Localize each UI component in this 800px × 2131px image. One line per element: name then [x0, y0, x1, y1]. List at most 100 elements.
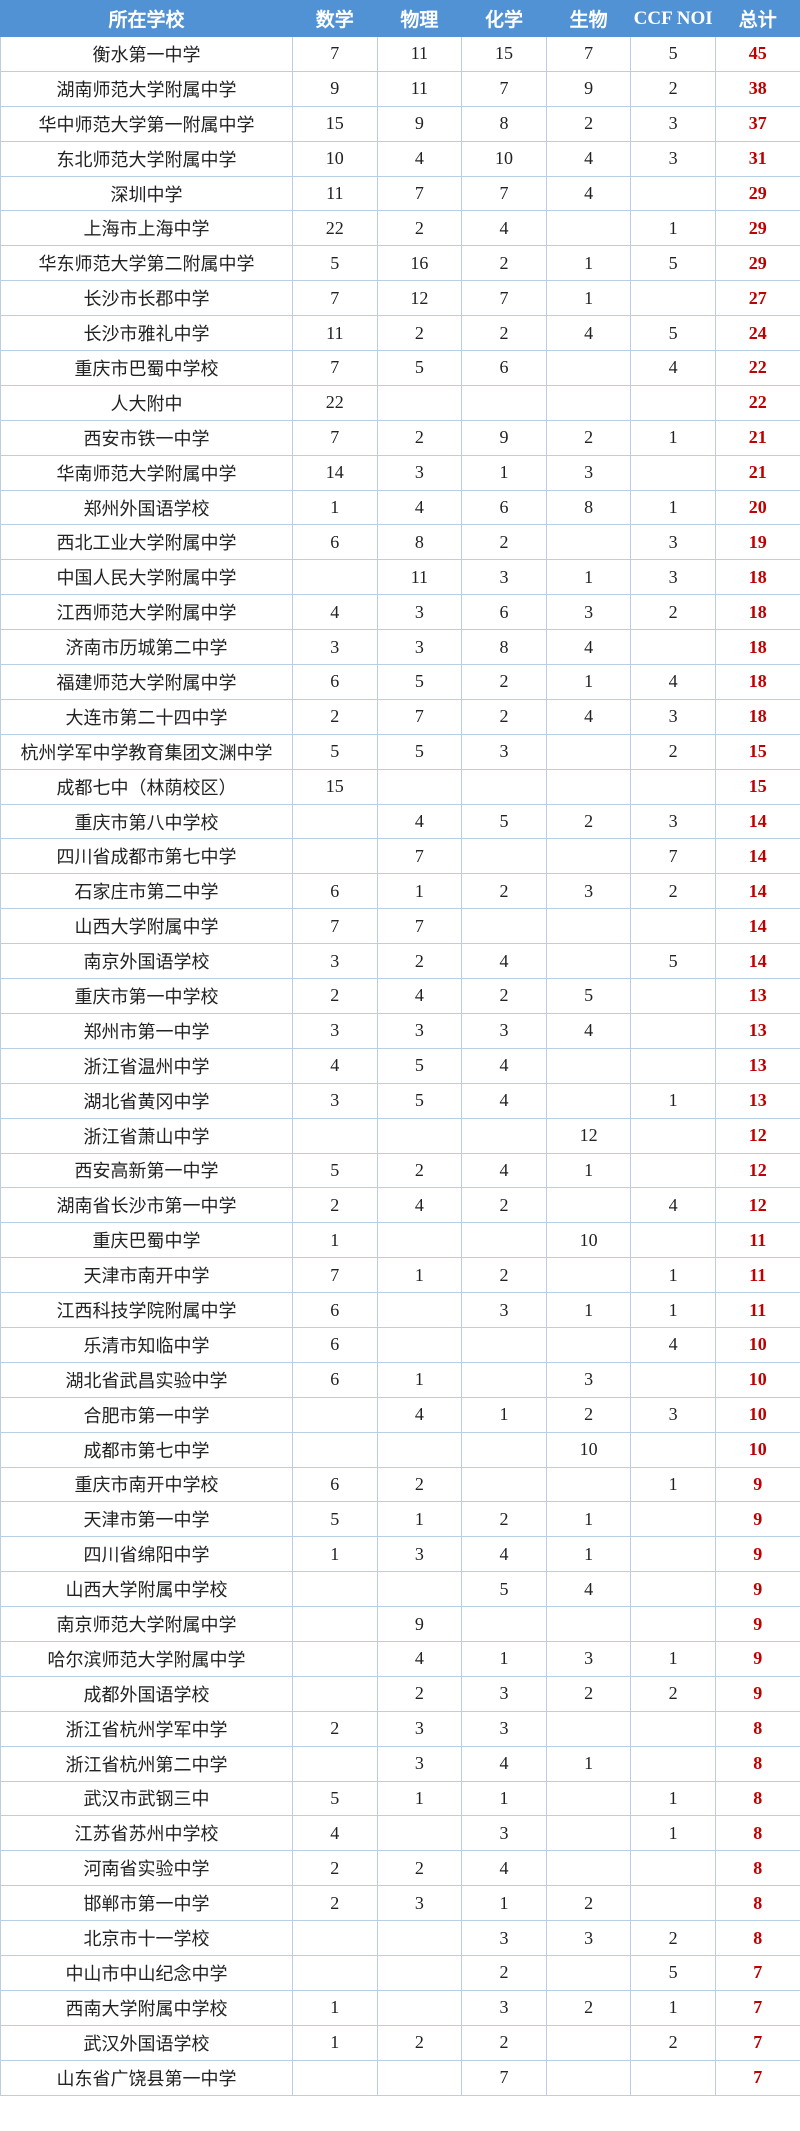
ccf-noi-count: 1 — [630, 489, 716, 526]
ccf-noi-count: 5 — [630, 245, 716, 282]
total-count: 8 — [714, 1710, 800, 1747]
school-name: 长沙市长郡中学 — [0, 280, 293, 317]
chemistry-count — [461, 1466, 547, 1503]
total-count: 8 — [714, 1815, 800, 1852]
biology-count — [545, 838, 632, 875]
total-count: 14 — [714, 803, 800, 840]
physics-count: 9 — [376, 105, 463, 142]
total-count: 18 — [714, 629, 800, 666]
math-count — [292, 1920, 378, 1956]
ccf-noi-count: 2 — [630, 1675, 716, 1712]
header-biology: 生物 — [545, 0, 632, 37]
total-count: 12 — [714, 1187, 800, 1224]
table-row: 西安市铁一中学 7 2 9 2 1 21 — [0, 419, 800, 456]
school-name: 中山市中山纪念中学 — [0, 1954, 293, 1991]
ccf-noi-count — [630, 1047, 716, 1084]
chemistry-count: 8 — [461, 629, 547, 666]
biology-count: 8 — [545, 489, 632, 526]
ccf-noi-count — [630, 978, 716, 1014]
table-row: 衡水第一中学 7 11 15 7 5 45 — [0, 36, 800, 72]
total-count: 7 — [714, 2024, 800, 2061]
school-name: 南京外国语学校 — [0, 943, 293, 980]
total-count: 18 — [714, 594, 800, 631]
math-count: 2 — [292, 698, 378, 735]
physics-count: 3 — [376, 454, 463, 491]
math-count: 7 — [292, 350, 378, 386]
table-row: 河南省实验中学 2 2 4 8 — [0, 1850, 800, 1887]
school-name: 浙江省萧山中学 — [0, 1117, 293, 1154]
biology-count: 1 — [545, 1152, 632, 1189]
table-row: 北京市十一学校 3 3 2 8 — [0, 1920, 800, 1956]
total-count: 13 — [714, 978, 800, 1014]
physics-count: 4 — [376, 140, 463, 177]
biology-count — [545, 2059, 632, 2096]
total-count: 9 — [714, 1536, 800, 1573]
physics-count: 5 — [376, 664, 463, 700]
school-name: 东北师范大学附属中学 — [0, 140, 293, 177]
chemistry-count: 9 — [461, 419, 547, 456]
biology-count — [545, 1710, 632, 1747]
header-school: 所在学校 — [0, 0, 293, 37]
physics-count: 2 — [376, 943, 463, 980]
table-row: 天津市南开中学 7 1 2 1 11 — [0, 1257, 800, 1294]
total-count: 8 — [714, 1920, 800, 1956]
physics-count: 3 — [376, 1536, 463, 1573]
biology-count: 3 — [545, 454, 632, 491]
physics-count: 16 — [376, 245, 463, 282]
biology-count: 1 — [545, 559, 632, 596]
total-count: 10 — [714, 1396, 800, 1433]
chemistry-count: 4 — [461, 1047, 547, 1084]
biology-count: 10 — [545, 1431, 632, 1468]
school-name: 华南师范大学附属中学 — [0, 454, 293, 491]
table-row: 四川省绵阳中学 1 3 4 1 9 — [0, 1536, 800, 1573]
math-count — [292, 1431, 378, 1468]
biology-count — [545, 210, 632, 247]
biology-count — [545, 524, 632, 561]
ccf-noi-count: 4 — [630, 1187, 716, 1224]
biology-count: 4 — [545, 629, 632, 666]
ccf-noi-count — [630, 1606, 716, 1642]
school-name: 浙江省杭州学军中学 — [0, 1710, 293, 1747]
table-row: 中国人民大学附属中学 11 3 1 3 18 — [0, 559, 800, 596]
math-count: 22 — [292, 384, 378, 421]
header-ccf-noi: CCF NOI — [630, 0, 716, 37]
biology-count: 5 — [545, 978, 632, 1014]
physics-count: 4 — [376, 1396, 463, 1433]
physics-count: 1 — [376, 873, 463, 910]
biology-count — [545, 384, 632, 421]
physics-count: 2 — [376, 2024, 463, 2061]
math-count — [292, 1117, 378, 1154]
chemistry-count: 2 — [461, 978, 547, 1014]
physics-count: 12 — [376, 280, 463, 317]
chemistry-count: 2 — [461, 873, 547, 910]
total-count: 7 — [714, 1989, 800, 2026]
table-row: 乐清市知临中学 6 4 10 — [0, 1326, 800, 1363]
total-count: 8 — [714, 1850, 800, 1887]
physics-count — [376, 1222, 463, 1259]
school-name: 哈尔滨师范大学附属中学 — [0, 1640, 293, 1677]
ccf-noi-count: 4 — [630, 1326, 716, 1363]
math-count: 1 — [292, 489, 378, 526]
physics-count: 7 — [376, 838, 463, 875]
math-count — [292, 2059, 378, 2096]
physics-count — [376, 384, 463, 421]
school-name: 上海市上海中学 — [0, 210, 293, 247]
table-row: 山西大学附属中学校 5 4 9 — [0, 1571, 800, 1608]
math-count: 5 — [292, 1501, 378, 1538]
biology-count: 2 — [545, 1396, 632, 1433]
table-row: 长沙市雅礼中学 11 2 2 4 5 24 — [0, 315, 800, 352]
math-count: 9 — [292, 70, 378, 107]
table-row: 长沙市长郡中学 7 12 7 1 27 — [0, 280, 800, 317]
math-count: 2 — [292, 1187, 378, 1224]
school-name: 河南省实验中学 — [0, 1850, 293, 1887]
school-name: 湖南师范大学附属中学 — [0, 70, 293, 107]
ccf-noi-count: 1 — [630, 210, 716, 247]
ccf-noi-count: 1 — [630, 419, 716, 456]
math-count: 5 — [292, 1780, 378, 1817]
biology-count — [545, 943, 632, 980]
chemistry-count: 3 — [461, 1989, 547, 2026]
chemistry-count — [461, 768, 547, 805]
biology-count: 1 — [545, 1292, 632, 1328]
table-row: 武汉市武钢三中 5 1 1 1 8 — [0, 1780, 800, 1817]
